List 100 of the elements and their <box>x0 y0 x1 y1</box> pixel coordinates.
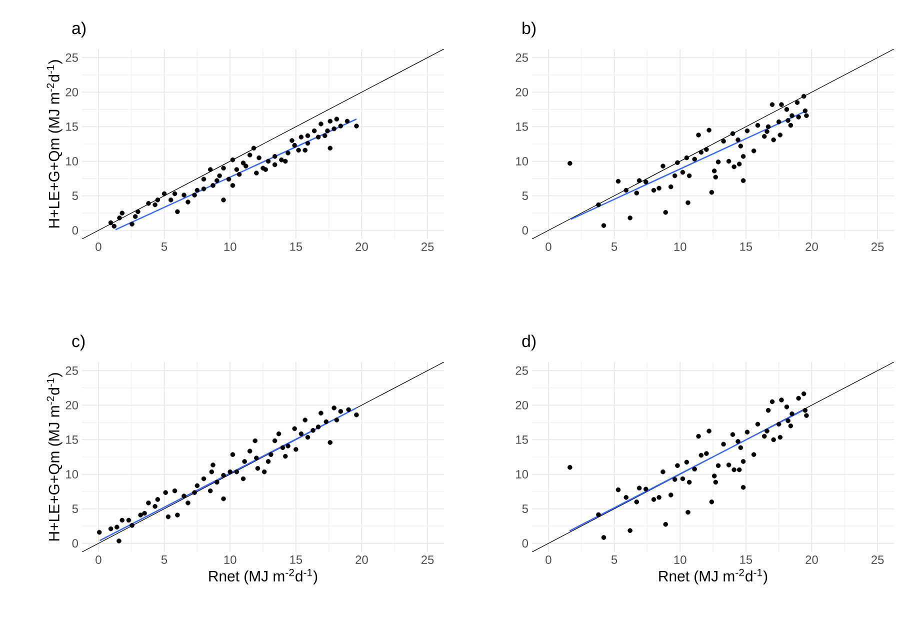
point <box>801 94 806 99</box>
y-tick-label: 20 <box>516 88 528 96</box>
point <box>210 462 216 468</box>
y-tick-label: 10 <box>66 470 78 478</box>
point <box>298 431 304 436</box>
x-tick-label: 20 <box>356 556 368 564</box>
point <box>672 477 678 482</box>
point <box>346 407 351 412</box>
point <box>680 476 686 482</box>
point <box>776 119 782 124</box>
x-tick-label: 15 <box>740 242 752 251</box>
point <box>636 178 642 184</box>
point <box>730 432 736 437</box>
point <box>616 487 621 492</box>
point <box>762 434 767 439</box>
point <box>668 492 674 498</box>
x-tick-label: 25 <box>421 242 434 251</box>
point <box>643 180 648 184</box>
point <box>684 155 690 160</box>
point <box>294 447 298 452</box>
point <box>796 396 801 401</box>
point <box>120 518 125 523</box>
point <box>776 422 782 427</box>
point <box>766 124 771 130</box>
point <box>736 467 742 472</box>
y-tick-label: 25 <box>66 366 78 375</box>
point <box>794 100 800 105</box>
y-tick-label: 5 <box>522 504 528 513</box>
point <box>262 469 267 474</box>
chart-title: c) <box>72 334 85 350</box>
point <box>628 216 632 220</box>
point <box>634 500 640 504</box>
y-tick-label: 10 <box>516 157 528 166</box>
point <box>268 452 274 457</box>
point <box>738 445 744 450</box>
y-tick-label: 25 <box>516 53 528 62</box>
y-tick-label: 15 <box>66 122 78 131</box>
point <box>788 122 794 128</box>
point <box>755 422 760 427</box>
chart-title: b) <box>522 22 536 38</box>
point <box>736 137 740 142</box>
point <box>221 472 226 478</box>
x-axis-title: Rnet (MJ m$^{-2}$d$^{-1}$) <box>209 568 318 584</box>
point <box>740 178 746 184</box>
point <box>242 459 247 464</box>
point <box>802 408 808 413</box>
point <box>272 438 278 444</box>
point <box>778 132 783 138</box>
point <box>596 512 601 518</box>
point <box>764 428 770 434</box>
point <box>354 412 359 418</box>
point <box>804 113 809 118</box>
point <box>254 456 259 460</box>
point <box>755 122 760 128</box>
point <box>172 488 178 494</box>
x-tick-label: 20 <box>356 242 368 251</box>
x-tick-label: 20 <box>806 556 818 564</box>
point <box>726 462 732 468</box>
point <box>228 469 232 474</box>
point <box>302 418 308 422</box>
point <box>651 188 656 193</box>
point <box>234 469 240 474</box>
point <box>142 510 147 516</box>
y-tick-label: 5 <box>72 504 78 513</box>
y-tick-label: 10 <box>516 470 528 478</box>
point <box>221 496 226 502</box>
point <box>770 399 775 404</box>
y-axis-title: H+LE+G+Qm (MJ m$^{-2}$d$^{-1}$) <box>46 60 62 228</box>
x-tick-label: 0 <box>96 556 102 564</box>
point <box>240 476 246 482</box>
point <box>209 469 214 474</box>
point <box>675 463 680 468</box>
point <box>698 150 704 155</box>
point <box>692 156 697 162</box>
point <box>762 134 767 139</box>
point <box>318 410 324 416</box>
point <box>660 469 666 474</box>
point <box>192 490 197 495</box>
x-tick-label: 5 <box>161 242 168 251</box>
x-tick-label: 10 <box>674 242 686 251</box>
point <box>624 188 629 193</box>
point <box>692 466 697 472</box>
x-tick-label: 10 <box>224 556 236 564</box>
point <box>276 431 282 436</box>
y-tick-label: 25 <box>66 53 78 62</box>
point <box>709 190 714 195</box>
point <box>316 424 321 430</box>
point <box>201 476 206 482</box>
point <box>779 102 784 108</box>
point <box>706 428 712 434</box>
point <box>788 424 794 428</box>
y-tick-label: 15 <box>516 436 528 444</box>
x-tick-label: 15 <box>740 556 752 564</box>
point <box>675 160 680 166</box>
x-tick-label: 10 <box>674 556 686 564</box>
y-tick-label: 5 <box>522 192 528 200</box>
point <box>712 474 717 478</box>
point <box>790 411 794 416</box>
point <box>696 132 701 138</box>
point <box>721 442 726 447</box>
